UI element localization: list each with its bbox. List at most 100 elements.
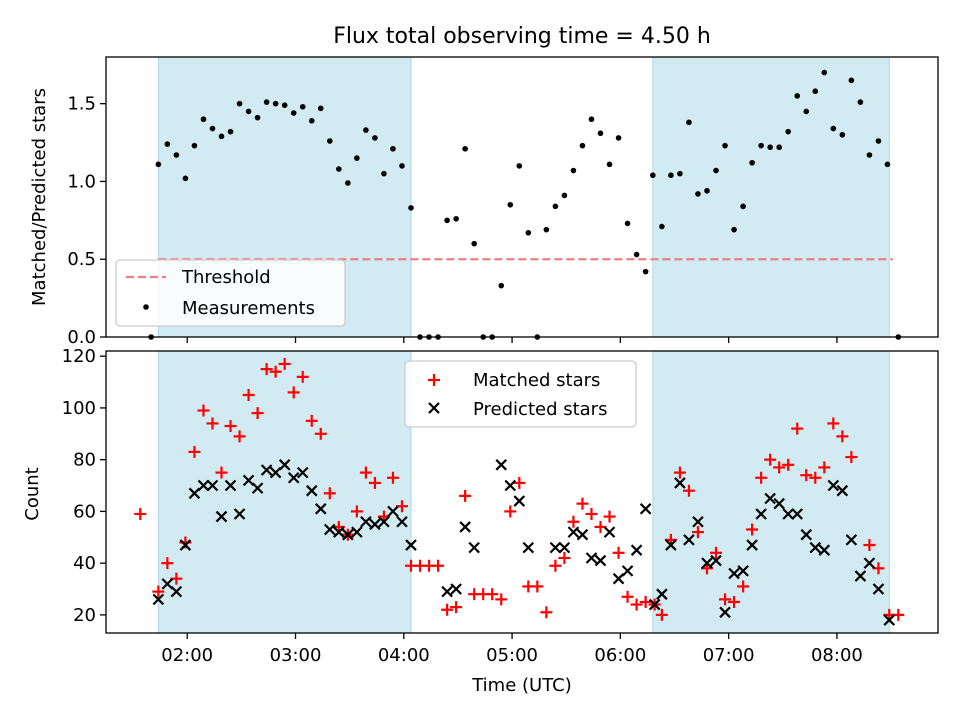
measurement-point xyxy=(444,217,450,224)
measurements-legend-label: Measurements xyxy=(182,298,315,319)
predicted-star-point xyxy=(692,515,704,528)
y-tick-label: 60 xyxy=(73,501,96,522)
predicted-star-point xyxy=(594,554,607,567)
measurement-point xyxy=(848,77,855,84)
x-tick-label: 03:00 xyxy=(270,645,322,666)
measurement-point xyxy=(227,128,234,135)
predicted-star-point xyxy=(333,526,345,538)
predicted-star-point xyxy=(701,557,713,569)
measurement-point xyxy=(317,105,324,112)
bottom-panel: 20 40 60 80 100 120 02:00 03:00 04:00 05:00 06:00… xyxy=(22,346,939,696)
predicted-star-point xyxy=(585,552,598,564)
top-legend-box xyxy=(115,259,346,327)
measurement-point xyxy=(821,69,828,76)
measurement-point xyxy=(354,155,360,161)
predicted-star-point xyxy=(161,578,174,590)
predicted-star-point xyxy=(459,521,471,533)
measurement-point xyxy=(633,251,640,258)
predicted-star-point xyxy=(152,593,165,606)
predicted-star-point xyxy=(269,466,282,479)
predicted-star-point xyxy=(242,474,255,487)
measurement-point xyxy=(597,130,604,137)
predicted-star-point xyxy=(314,503,327,515)
matched-star-point xyxy=(395,500,408,513)
matched-star-point xyxy=(251,407,264,420)
measurement-point xyxy=(830,125,837,132)
matched-star-point xyxy=(441,603,454,616)
matched-star-point xyxy=(305,414,318,427)
matched-star-point xyxy=(737,580,750,593)
measurement-point xyxy=(659,223,665,230)
predicted-star-point xyxy=(764,492,776,505)
measurement-point xyxy=(390,145,396,152)
predicted-star-point xyxy=(883,614,896,626)
measurement-point xyxy=(525,229,532,236)
matched-star-point xyxy=(755,471,768,484)
matched-star-point xyxy=(558,551,571,564)
measurement-point xyxy=(462,145,468,152)
measurement-point xyxy=(624,220,631,227)
matched-star-point xyxy=(450,601,463,614)
measurement-point xyxy=(695,191,701,197)
predicted-star-point xyxy=(728,567,740,580)
predicted-star-point xyxy=(630,544,643,556)
measurement-point xyxy=(642,268,649,275)
matched-star-point xyxy=(630,598,643,611)
y-tick-label: 0.5 xyxy=(67,249,96,270)
matched-star-point xyxy=(152,585,165,598)
predicted-star-point xyxy=(872,583,885,595)
measurement-point xyxy=(875,138,882,144)
predicted-star-point xyxy=(296,466,309,479)
predicted-star-point xyxy=(396,515,408,528)
measurement-point xyxy=(245,108,252,115)
matched-star-point xyxy=(892,608,905,621)
measurement-point xyxy=(740,203,746,210)
matched-star-point xyxy=(504,505,517,518)
matched-star-point xyxy=(134,507,147,520)
measurement-point xyxy=(507,201,514,208)
measurement-point xyxy=(758,142,764,149)
measurement-point xyxy=(884,161,891,168)
matched-star-point xyxy=(233,430,246,443)
measurement-point xyxy=(263,99,270,105)
predicted-star-point xyxy=(468,541,480,554)
matched-star-point xyxy=(603,510,616,523)
y-tick-label: 120 xyxy=(62,346,96,367)
matched-star-point xyxy=(612,546,625,559)
bottom-y-axis-label: Count xyxy=(22,467,43,520)
matched-star-point xyxy=(224,420,237,433)
predicted-star-point xyxy=(342,528,354,541)
matched-star-point xyxy=(728,595,741,608)
predicted-star-point xyxy=(648,598,661,611)
predicted-star-point xyxy=(683,534,695,546)
measurement-point xyxy=(588,116,595,123)
predicted-star-point xyxy=(351,526,363,538)
matched-star-point xyxy=(531,580,544,593)
measurement-point xyxy=(650,172,656,179)
predicted-star-point xyxy=(612,572,625,585)
matched-star-point xyxy=(260,363,273,376)
predicted-star-point xyxy=(854,570,867,582)
predicted-stars-series xyxy=(152,459,896,626)
measurement-point xyxy=(561,192,568,199)
measurement-point xyxy=(272,100,279,107)
predicted-star-point xyxy=(621,565,634,577)
predicted-star-point xyxy=(369,518,381,531)
measurement-point xyxy=(704,187,710,194)
measurement-point xyxy=(722,142,728,149)
measurement-point xyxy=(677,170,683,177)
top-plot-frame xyxy=(105,56,939,338)
matched-star-point xyxy=(278,357,291,370)
matched-star-point xyxy=(639,595,652,608)
measurement-point xyxy=(164,141,171,147)
chart-title: Flux total observing time = 4.50 h xyxy=(333,24,711,49)
measurement-point xyxy=(254,114,261,121)
matched-star-point xyxy=(359,466,372,479)
measurement-point xyxy=(408,205,414,211)
predicted-star-point xyxy=(782,508,794,520)
measurement-point xyxy=(803,108,810,115)
matched-star-point xyxy=(242,388,255,401)
x-tick-label: 07:00 xyxy=(703,645,755,666)
bottom-x-axis: 02:00 03:00 04:00 05:00 06:00 07:00 08:00 xyxy=(161,633,863,666)
measurement-point xyxy=(498,282,505,289)
